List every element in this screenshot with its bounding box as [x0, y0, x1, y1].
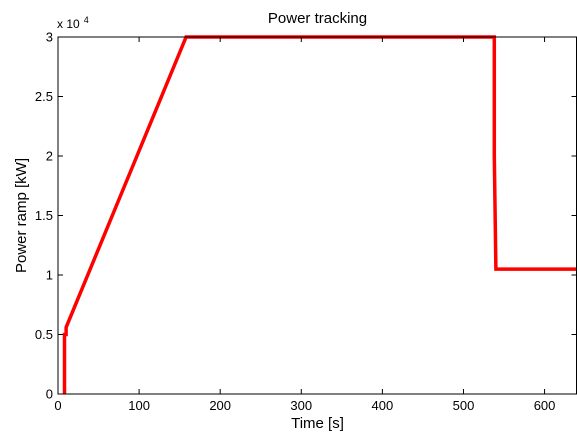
y-tick-label: 0: [46, 387, 53, 402]
x-tick-label: 100: [128, 398, 150, 413]
y-tick-label: 3: [46, 30, 53, 45]
x-tick-label: 200: [209, 398, 231, 413]
y-tick-label: 2: [46, 149, 53, 164]
chart-title: Power tracking: [268, 10, 367, 27]
y-axis-multiplier: x 10 4: [57, 15, 89, 32]
x-tick-label: 400: [372, 398, 394, 413]
y-tick-label: 1.5: [35, 208, 53, 223]
x-axis-title: Time [s]: [291, 415, 344, 432]
x-tick-label: 0: [54, 398, 61, 413]
y-axis-multiplier-exponent: 4: [84, 15, 89, 25]
y-tick-label: 1: [46, 268, 53, 283]
y-tick-label: 2.5: [35, 89, 53, 104]
y-axis-multiplier-base: x 10: [57, 17, 80, 31]
x-tick-label: 300: [290, 398, 312, 413]
y-tick-label: 0.5: [35, 327, 53, 342]
y-axis-title: Power ramp [kW]: [13, 158, 30, 273]
x-tick-label: 500: [453, 398, 475, 413]
x-tick-label: 600: [534, 398, 556, 413]
